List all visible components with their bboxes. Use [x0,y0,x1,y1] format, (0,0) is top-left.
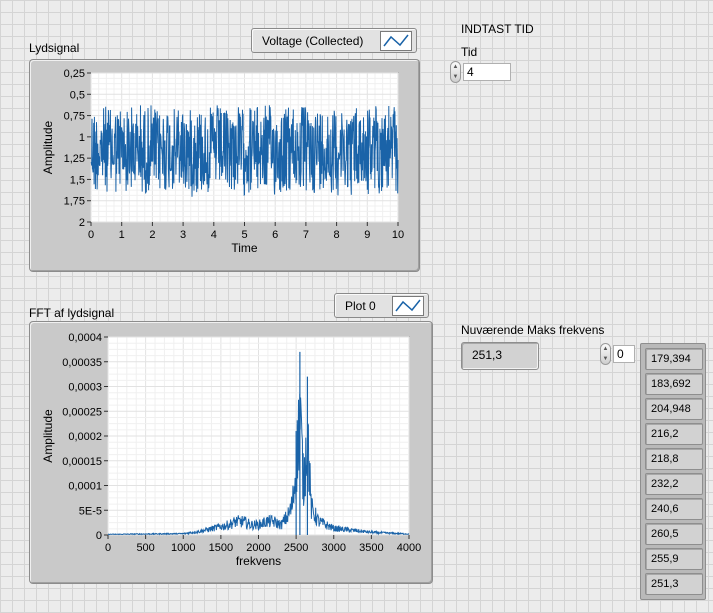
fft-graph[interactable]: 0 500 1000 1500 2000 2500 3000 3500 4000 0,0004 0,… [30,322,432,583]
array-element: 260,5 [645,523,703,545]
y-tick-label: 0,0001 [68,481,102,493]
x-tick-label: 7 [303,229,309,241]
array-element: 179,394 [645,348,703,370]
x-tick-label: 0 [88,229,94,241]
array-element: 232,2 [645,473,703,495]
x-tick-label: 6 [272,229,278,241]
time-graph-title: Lydsignal [29,41,80,55]
line-style-icon [392,295,424,316]
increment-decrement-icon[interactable]: ▲ ▼ [450,61,461,83]
x-tick-label: 3000 [322,542,346,554]
x-tick-label: 10 [392,229,404,241]
x-tick-label: 1 [119,229,125,241]
x-tick-label: 4000 [397,542,421,554]
fft-graph-legend-label: Plot 0 [345,298,376,313]
x-tick-label: 1000 [171,542,195,554]
x-tick-label: 0 [105,542,111,554]
time-graph-frame: 0 1 2 3 4 5 6 7 8 9 10 0,25 0,5 0,75 1 1,25 1,5 1,75 2 Time… [29,59,420,272]
y-tick-label: 0,00015 [62,456,102,468]
array-element: 218,8 [645,448,703,470]
fft-graph-plot-legend[interactable]: Plot 0 [334,293,429,318]
x-tick-label: 3 [180,229,186,241]
y-tick-label: 0,0004 [68,332,102,344]
max-freq-indicator: 251,3 [461,342,539,370]
x-tick-label: 1500 [209,542,233,554]
frequency-array: 179,394 183,692 204,948 216,2 218,8 232,2 240,… [640,343,706,600]
x-tick-label: 5 [241,229,247,241]
array-element: 204,948 [645,398,703,420]
array-element: 183,692 [645,373,703,395]
x-tick-label: 2500 [284,542,308,554]
x-tick-label: 2000 [246,542,270,554]
time-graph-plot-legend[interactable]: Voltage (Collected) [251,28,417,53]
x-tick-label: 500 [136,542,154,554]
y-tick-label: 1 [79,132,85,144]
increment-decrement-icon[interactable]: ▲ ▼ [600,343,611,365]
y-tick-label: 0,00025 [62,406,102,418]
y-tick-label: 0,5 [70,89,85,101]
signal-series-line [90,105,399,197]
y-tick-label: 0,00035 [62,357,102,369]
y-tick-label: 1,5 [70,174,85,186]
y-tick-label: 0,75 [64,111,85,123]
array-index-control[interactable]: ▲ ▼ 0 [600,343,635,365]
array-element: 255,9 [645,548,703,570]
y-tick-label: 0,0003 [68,382,102,394]
fft-graph-frame: 0 500 1000 1500 2000 2500 3000 3500 4000 0,0004 0,… [29,321,433,584]
y-tick-label: 0,25 [64,68,85,80]
fft-graph-title: FFT af lydsignal [29,306,115,320]
y-tick-label: 5E-5 [79,505,102,517]
y-axis-label: Amplitude [41,121,55,175]
array-element: 216,2 [645,423,703,445]
x-tick-label: 3500 [359,542,383,554]
x-tick-label: 9 [364,229,370,241]
time-graph-legend-label: Voltage (Collected) [262,33,364,48]
time-graph[interactable]: 0 1 2 3 4 5 6 7 8 9 10 0,25 0,5 0,75 1 1,25 1,5 1,75 2 Time… [30,60,419,271]
fft-series-line [108,393,410,536]
x-axis-label: Time [231,241,258,255]
y-tick-label: 2 [79,217,85,229]
x-axis-label: frekvens [236,554,281,568]
x-tick-label: 2 [149,229,155,241]
tid-label: Tid [461,45,478,59]
y-tick-label: 0,0002 [68,431,102,443]
tid-input[interactable]: 4 [463,63,511,81]
array-index-input[interactable]: 0 [613,345,635,363]
x-tick-label: 4 [211,229,217,241]
x-tick-label: 8 [334,229,340,241]
array-element: 251,3 [645,573,703,595]
y-axis-label: Amplitude [41,409,55,463]
input-heading: INDTAST TID [461,22,534,36]
y-tick-label: 1,75 [64,196,85,208]
max-freq-label: Nuværende Maks frekvens [461,323,605,337]
tid-numeric-control[interactable]: ▲ ▼ 4 [450,61,511,83]
array-element: 240,6 [645,498,703,520]
line-style-icon [380,30,412,51]
y-tick-label: 1,25 [64,153,85,165]
y-tick-label: 0 [96,530,102,542]
